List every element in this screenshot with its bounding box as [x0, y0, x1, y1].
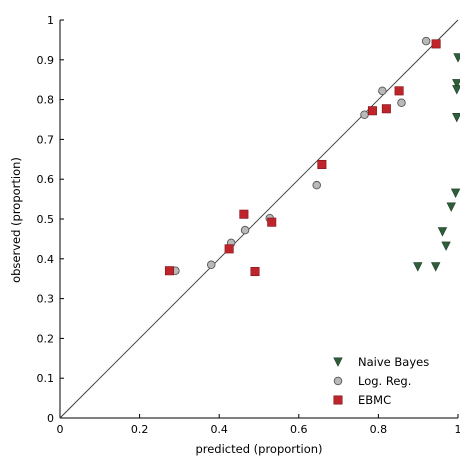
y-tick-label: 0.9	[37, 54, 55, 67]
ebmc-point	[224, 244, 234, 254]
legend-marker-naive-bayes	[333, 357, 343, 367]
y-tick-label: 0.3	[37, 293, 55, 306]
axes: 0 0.2 0.4 0.6 0.8 1 0 0.1 0.2 0.3 0.4 0.5 0.6 0.7 0.8 0…	[37, 14, 460, 436]
legend-label-ebmc: EBMC	[358, 393, 391, 407]
axis-labels: predicted (proportion) observed (proport…	[9, 157, 323, 456]
naive-bayes-point	[452, 85, 460, 95]
x-tick-label: 0.6	[290, 423, 308, 436]
naive-bayes-point	[452, 79, 460, 89]
legend-label-log-reg: Log. Reg.	[358, 374, 411, 388]
naive-bayes-point	[450, 188, 460, 199]
legend-item-naive-bayes: Naive Bayes	[333, 355, 429, 369]
ebmc-point	[239, 209, 249, 219]
naive-bayes-point	[441, 241, 451, 251]
log-reg-point	[360, 110, 369, 119]
y-tick-label: 0.6	[37, 173, 55, 186]
naive-bayes-point	[453, 53, 460, 63]
x-tick-label: 0	[57, 423, 64, 436]
legend: Naive Bayes Log. Reg. EBMC	[333, 355, 429, 407]
reference-line-group	[59, 19, 459, 419]
x-tick-label: 0.8	[370, 423, 388, 436]
naive-bayes-point	[413, 262, 423, 272]
y-tick-label: 0	[47, 412, 54, 425]
y-tick-label: 0.7	[37, 133, 55, 146]
naive-bayes-point	[452, 113, 460, 123]
ebmc-point	[250, 267, 260, 277]
ebmc-point	[367, 106, 377, 116]
y-tick-label: 0.5	[37, 213, 55, 226]
log-reg-point	[421, 36, 431, 46]
x-tick-label: 0.4	[210, 423, 228, 436]
log-reg-point	[206, 260, 216, 270]
legend-marker-ebmc	[333, 395, 343, 405]
legend-item-log-reg: Log. Reg.	[333, 374, 411, 388]
ebmc-point	[267, 217, 277, 227]
data-marks	[164, 36, 460, 277]
ebmc-point	[164, 266, 174, 276]
y-tick-label: 0.4	[37, 253, 55, 266]
ebmc-point	[317, 159, 327, 169]
x-tick-label: 0.2	[131, 423, 149, 436]
naive-bayes-point	[431, 262, 441, 272]
series-log-reg	[171, 36, 431, 275]
x-axis-label: predicted (proportion)	[195, 442, 322, 456]
y-axis-label: observed (proportion)	[9, 157, 23, 283]
y-tick-label: 1	[47, 14, 54, 27]
y-tick-label: 0.2	[37, 332, 55, 345]
log-reg-point	[378, 86, 387, 96]
ebmc-point	[394, 86, 404, 96]
series-naive-bayes	[413, 53, 460, 272]
naive-bayes-point	[437, 227, 448, 237]
log-reg-point	[240, 225, 250, 235]
log-reg-point	[397, 98, 406, 108]
y-tick-label: 0.1	[37, 372, 55, 385]
reference-line	[59, 19, 459, 419]
legend-item-ebmc: EBMC	[333, 393, 391, 407]
x-tick-label: 1	[455, 423, 460, 436]
ebmc-point	[431, 39, 441, 49]
legend-marker-log-reg	[333, 376, 343, 386]
naive-bayes-point	[446, 202, 456, 212]
ebmc-point	[381, 104, 391, 114]
log-reg-point	[312, 180, 321, 190]
legend-label-naive-bayes: Naive Bayes	[358, 355, 429, 369]
series-ebmc	[164, 39, 441, 277]
y-tick-label: 0.8	[37, 94, 55, 107]
